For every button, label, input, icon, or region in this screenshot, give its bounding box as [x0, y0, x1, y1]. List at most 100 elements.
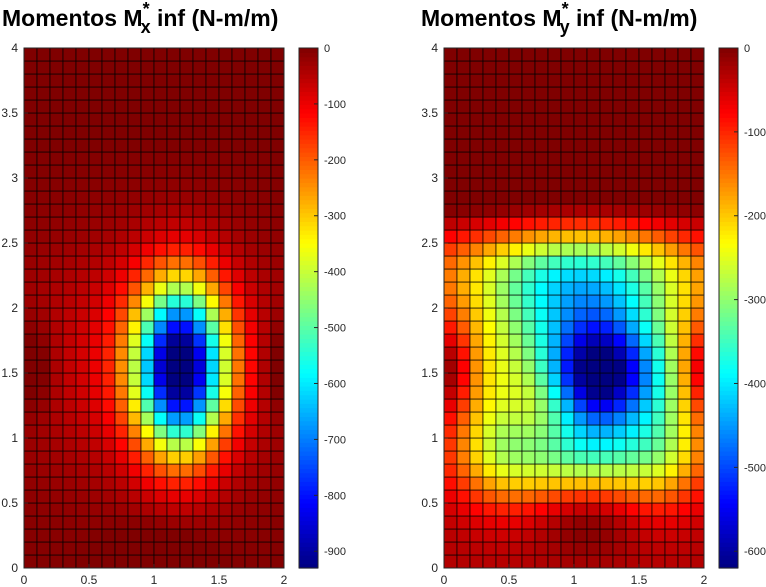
heatmap-cell-my — [690, 203, 705, 218]
heatmap-cell-mx — [114, 450, 129, 465]
heatmap-cell-mx — [36, 268, 51, 283]
heatmap-cell-my — [586, 99, 601, 114]
heatmap-cell-my — [677, 372, 692, 387]
heatmap-cell-mx — [257, 112, 272, 127]
colorbar-segment-my — [719, 160, 738, 166]
colorbar-segment-my — [719, 481, 738, 487]
heatmap-cell-my — [547, 86, 562, 101]
heatmap-cell-mx — [88, 502, 103, 517]
heatmap-cell-mx — [140, 437, 155, 452]
heatmap-cell-my — [560, 203, 575, 218]
heatmap-cell-my — [443, 164, 458, 179]
heatmap-cell-mx — [114, 255, 129, 270]
colorbar-segment-mx — [299, 65, 318, 71]
heatmap-cell-my — [690, 281, 705, 296]
heatmap-cell-mx — [270, 489, 285, 504]
heatmap-cell-my — [521, 320, 536, 335]
heatmap-cell-mx — [88, 86, 103, 101]
heatmap-cell-mx — [166, 554, 181, 569]
heatmap-cell-mx — [140, 73, 155, 88]
heatmap-cell-my — [612, 320, 627, 335]
heatmap-cell-mx — [101, 489, 116, 504]
heatmap-cell-mx — [62, 216, 77, 231]
heatmap-cell-mx — [270, 294, 285, 309]
heatmap-cell-mx — [192, 190, 207, 205]
heatmap-cell-mx — [49, 372, 64, 387]
heatmap-cell-mx — [75, 112, 90, 127]
heatmap-cell-my — [573, 424, 588, 439]
colorbar-segment-my — [719, 429, 738, 435]
heatmap-cell-mx — [166, 203, 181, 218]
heatmap-cell-my — [482, 307, 497, 322]
heatmap-cell-mx — [153, 203, 168, 218]
heatmap-cell-my — [534, 515, 549, 530]
heatmap-cell-my — [586, 372, 601, 387]
heatmap-cell-mx — [23, 320, 38, 335]
heatmap-cell-my — [482, 541, 497, 556]
heatmap-cell-my — [456, 307, 471, 322]
heatmap-cell-my — [443, 177, 458, 192]
heatmap-cell-mx — [192, 385, 207, 400]
heatmap-cell-mx — [153, 346, 168, 361]
heatmap-cell-my — [482, 385, 497, 400]
heatmap-cell-my — [612, 190, 627, 205]
heatmap-cell-mx — [153, 99, 168, 114]
heatmap-cell-my — [573, 177, 588, 192]
heatmap-cell-my — [573, 502, 588, 517]
heatmap-cell-my — [612, 242, 627, 257]
heatmap-cell-mx — [101, 242, 116, 257]
heatmap-cell-mx — [231, 528, 246, 543]
heatmap-cell-my — [482, 112, 497, 127]
heatmap-cell-my — [443, 125, 458, 140]
heatmap-cell-mx — [192, 125, 207, 140]
heatmap-cell-mx — [140, 528, 155, 543]
heatmap-cell-mx — [153, 463, 168, 478]
colorbar-segment-mx — [299, 134, 318, 140]
colorbar-segment-my — [719, 277, 738, 283]
heatmap-cell-mx — [23, 398, 38, 413]
heatmap-cell-my — [677, 190, 692, 205]
heatmap-cell-mx — [88, 372, 103, 387]
heatmap-cell-mx — [244, 151, 259, 166]
chart-title-mx: Momentos M*x inf (N-m/m) — [2, 0, 278, 37]
heatmap-cell-my — [599, 125, 614, 140]
heatmap-cell-my — [482, 216, 497, 231]
heatmap-cell-my — [547, 307, 562, 322]
heatmap-cell-my — [625, 502, 640, 517]
heatmap-cell-my — [547, 346, 562, 361]
heatmap-cell-mx — [192, 294, 207, 309]
colorbar-segment-mx — [299, 61, 318, 66]
heatmap-cell-mx — [231, 164, 246, 179]
heatmap-cell-mx — [140, 112, 155, 127]
heatmap-cell-mx — [88, 476, 103, 491]
heatmap-cell-my — [599, 541, 614, 556]
heatmap-cell-my — [677, 73, 692, 88]
heatmap-cell-my — [664, 437, 679, 452]
heatmap-cell-my — [495, 99, 510, 114]
heatmap-cell-mx — [36, 112, 51, 127]
heatmap-cell-my — [521, 203, 536, 218]
heatmap-cell-mx — [244, 502, 259, 517]
heatmap-cell-mx — [101, 515, 116, 530]
colorbar-segment-mx — [299, 152, 318, 157]
heatmap-cell-my — [690, 190, 705, 205]
heatmap-cell-mx — [23, 99, 38, 114]
heatmap-cell-mx — [49, 60, 64, 75]
heatmap-cell-mx — [153, 216, 168, 231]
heatmap-cell-my — [560, 463, 575, 478]
heatmap-cell-mx — [205, 242, 220, 257]
heatmap-cell-mx — [244, 73, 259, 88]
heatmap-cell-my — [651, 177, 666, 192]
colorbar-segment-my — [719, 74, 738, 79]
heatmap-cell-mx — [127, 255, 142, 270]
heatmap-cell-my — [651, 489, 666, 504]
heatmap-cell-my — [495, 450, 510, 465]
heatmap-cell-my — [547, 138, 562, 153]
heatmap-cell-mx — [23, 528, 38, 543]
heatmap-cell-my — [482, 372, 497, 387]
heatmap-cell-my — [625, 177, 640, 192]
heatmap-cell-mx — [88, 164, 103, 179]
heatmap-cell-mx — [270, 450, 285, 465]
heatmap-cell-my — [521, 216, 536, 231]
heatmap-cell-mx — [62, 476, 77, 491]
